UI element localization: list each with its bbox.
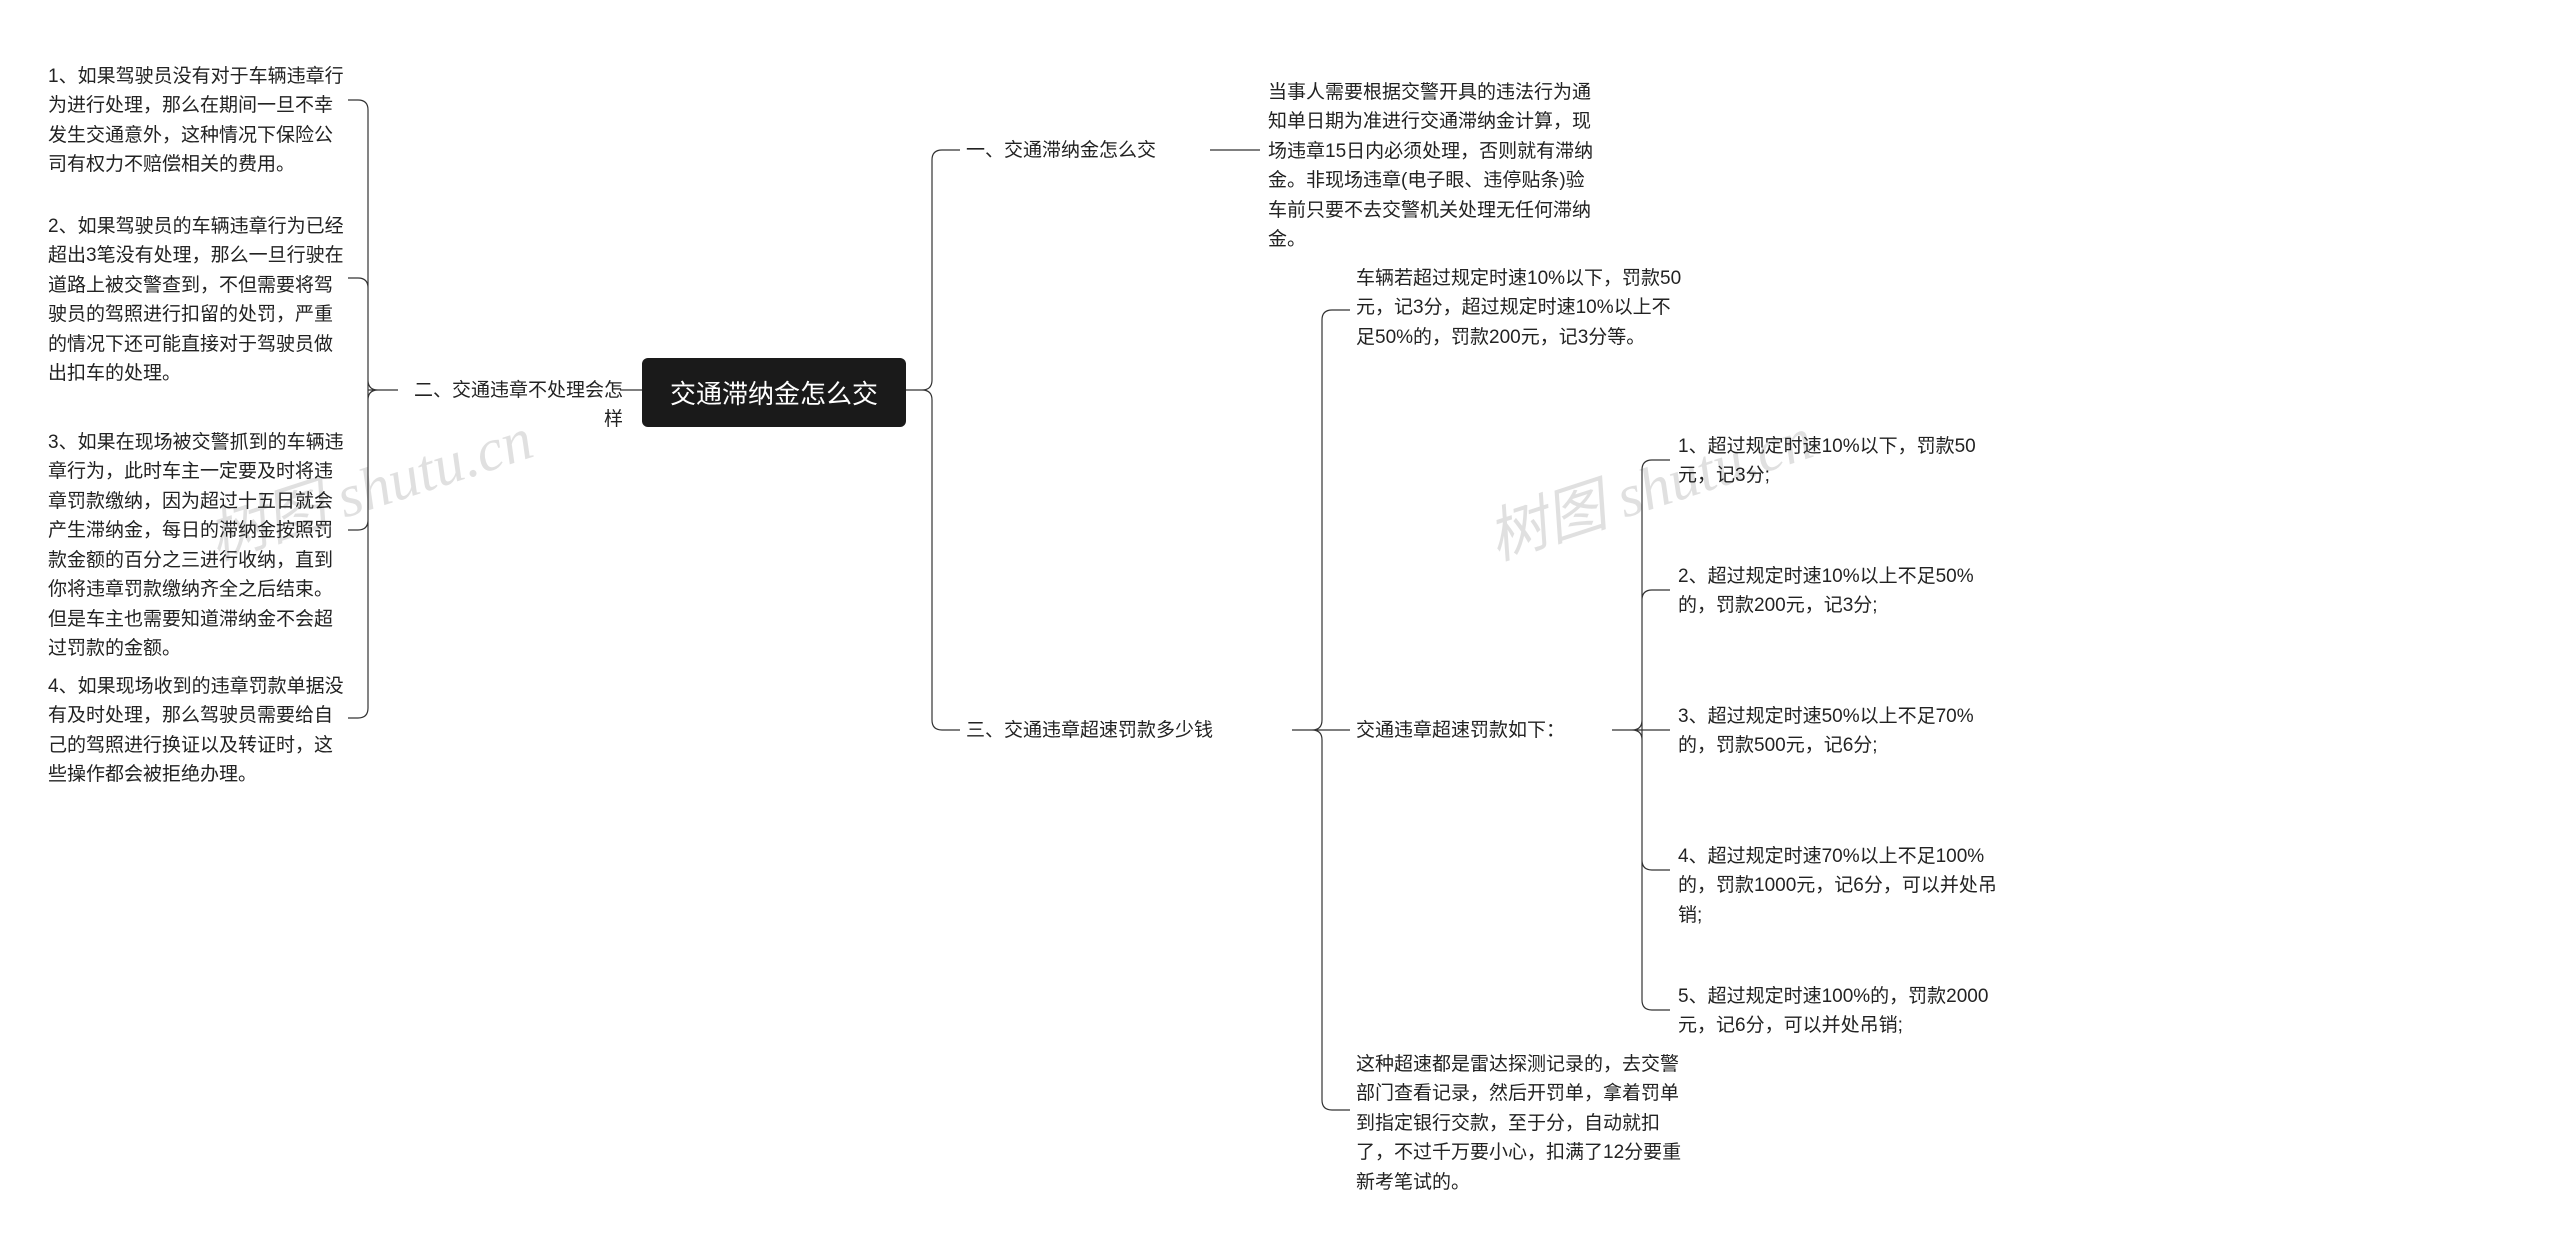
branch3-outro: 这种超速都是雷达探测记录的，去交警部门查看记录，然后开罚单，拿着罚单到指定银行交… [1356, 1050, 1686, 1197]
branch3-title: 三、交通违章超速罚款多少钱 [966, 716, 1296, 745]
branch2-item: 4、如果现场收到的违章罚款单据没有及时处理，那么驾驶员需要给自己的驾照进行换证以… [48, 672, 348, 790]
branch3-sub-item: 2、超过规定时速10%以上不足50%的，罚款200元，记3分; [1678, 562, 2008, 621]
branch2-item: 1、如果驾驶员没有对于车辆违章行为进行处理，那么在期间一旦不幸发生交通意外，这种… [48, 62, 348, 180]
branch3-sub-label: 交通违章超速罚款如下： [1356, 716, 1616, 745]
root-node: 交通滞纳金怎么交 [642, 358, 906, 427]
branch1-detail: 当事人需要根据交警开具的违法行为通知单日期为准进行交通滞纳金计算，现场违章15日… [1268, 78, 1598, 255]
branch3-sub-item: 4、超过规定时速70%以上不足100%的，罚款1000元，记6分，可以并处吊销; [1678, 842, 2008, 930]
branch3-sub-item: 1、超过规定时速10%以下，罚款50元，记3分; [1678, 432, 2008, 491]
branch3-intro: 车辆若超过规定时速10%以下，罚款50元，记3分，超过规定时速10%以上不足50… [1356, 264, 1686, 352]
mindmap-canvas: 树图 shutu.cn 树图 shutu.cn 交通滞纳金怎么交 二、交通违章不… [0, 0, 2560, 1256]
branch2-title: 二、交通违章不处理会怎样 [398, 376, 623, 435]
branch2-item: 2、如果驾驶员的车辆违章行为已经超出3笔没有处理，那么一旦行驶在道路上被交警查到… [48, 212, 348, 389]
branch3-sub-item: 5、超过规定时速100%的，罚款2000元，记6分，可以并处吊销; [1678, 982, 2008, 1041]
branch3-sub-item: 3、超过规定时速50%以上不足70%的，罚款500元，记6分; [1678, 702, 2008, 761]
branch1-title: 一、交通滞纳金怎么交 [966, 136, 1216, 165]
branch2-item: 3、如果在现场被交警抓到的车辆违章行为，此时车主一定要及时将违章罚款缴纳，因为超… [48, 428, 348, 664]
